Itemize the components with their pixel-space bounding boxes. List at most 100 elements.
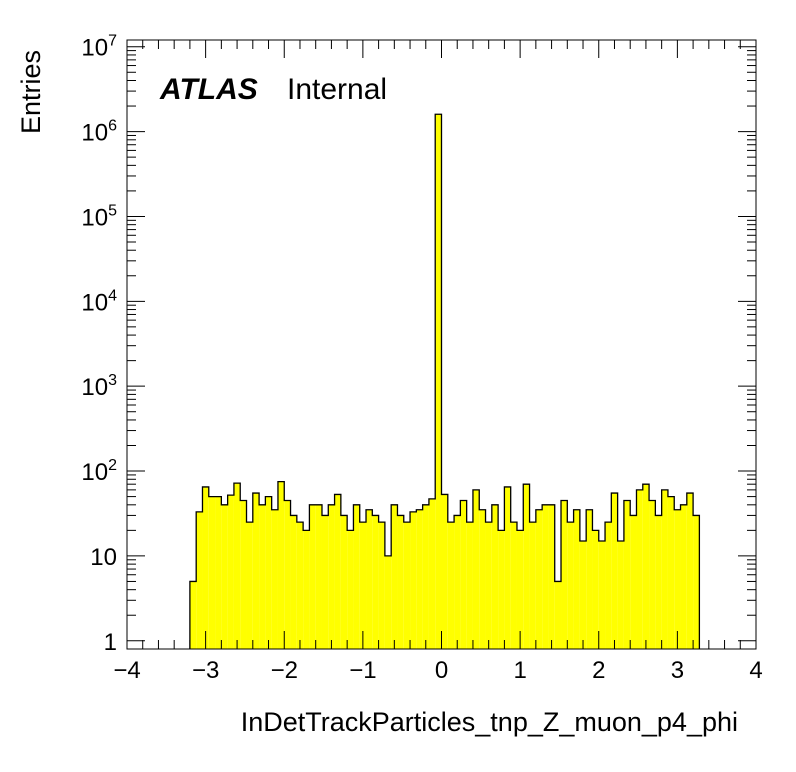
histogram-bar <box>309 504 316 649</box>
histogram-bar <box>485 522 492 649</box>
y-tick-labels: 1 10 102 103 104 105 106 107 <box>81 33 117 656</box>
histogram-bar <box>548 504 555 649</box>
histogram-bar <box>259 504 266 649</box>
x-tick-label: −3 <box>192 657 219 684</box>
y-tick-label: 106 <box>81 118 117 147</box>
histogram-bar <box>561 500 568 649</box>
histogram-bar <box>623 500 631 649</box>
histogram-bar <box>655 515 662 649</box>
x-tick-label: 1 <box>513 657 526 684</box>
histogram-bar <box>529 522 536 649</box>
plot-frame <box>126 39 757 650</box>
y-tick-label: 103 <box>81 372 117 401</box>
histogram-bar <box>328 504 335 649</box>
histogram-bar <box>340 515 348 649</box>
histogram-bar <box>554 581 562 649</box>
y-axis-title: Entries <box>16 50 46 134</box>
histogram-bar <box>567 522 574 649</box>
histogram-bar <box>642 484 650 649</box>
histogram-bar <box>674 509 681 649</box>
histogram-bar <box>460 500 467 649</box>
histogram-bar <box>630 515 637 649</box>
histogram-bar <box>498 530 505 649</box>
histogram-bar <box>611 493 618 649</box>
x-tick-label: 0 <box>435 657 448 684</box>
axis-ticks <box>126 40 757 649</box>
histogram-bar <box>321 515 329 649</box>
histogram-bar <box>315 504 322 649</box>
histogram-bar <box>353 504 360 649</box>
histogram-bar <box>334 494 341 649</box>
histogram-bar <box>693 515 700 649</box>
histogram-bar <box>366 509 373 649</box>
histogram-bar <box>277 481 285 649</box>
histogram-bars <box>189 113 701 649</box>
y-tick-label: 104 <box>81 287 117 316</box>
histogram-bar <box>252 493 260 649</box>
histogram-bar <box>202 486 209 649</box>
y-tick-label: 105 <box>81 202 117 231</box>
histogram-bar <box>221 504 228 649</box>
internal-label: Internal <box>287 73 387 106</box>
x-axis-title: InDetTrackParticles_tnp_Z_muon_p4_phi <box>241 707 738 737</box>
histogram-bar <box>384 555 392 649</box>
histogram-bar <box>466 522 473 649</box>
histogram-bar <box>605 522 612 649</box>
histogram-bar <box>542 504 549 649</box>
y-tick-label: 107 <box>81 33 117 62</box>
x-tick-label: −1 <box>349 657 376 684</box>
histogram-bar <box>686 493 694 649</box>
histogram-bar <box>661 489 668 649</box>
histogram-bar <box>435 114 442 649</box>
histogram-bar <box>573 509 580 649</box>
histogram-bar <box>397 515 404 649</box>
histogram-bar <box>290 515 297 649</box>
x-tick-label: 2 <box>592 657 605 684</box>
histogram-bar <box>410 511 417 649</box>
histogram-bar <box>592 530 599 649</box>
histogram-bar <box>227 495 234 649</box>
atlas-label: ATLAS <box>159 73 258 106</box>
histogram-bar <box>359 522 367 649</box>
histogram-bar <box>586 509 593 649</box>
histogram-bar <box>680 504 687 649</box>
histogram-bar <box>372 515 379 649</box>
histogram-bar <box>598 540 606 649</box>
histogram-bar <box>296 522 304 649</box>
histogram-bar <box>416 509 423 649</box>
histogram-bar <box>208 496 216 649</box>
x-tick-label: −2 <box>271 657 298 684</box>
histogram-bar <box>579 540 587 649</box>
histogram-bar <box>265 496 272 649</box>
histogram-bar <box>667 496 675 649</box>
histogram-bar <box>215 496 222 649</box>
histogram-bar <box>454 515 461 649</box>
histogram-bar <box>271 509 278 649</box>
histogram-outline <box>189 113 701 649</box>
histogram-bar <box>196 511 203 649</box>
histogram-bar <box>516 530 524 649</box>
histogram-bar <box>422 504 429 649</box>
histogram-bar <box>523 484 530 649</box>
histogram-bar <box>535 509 543 649</box>
histogram-bar <box>240 500 247 649</box>
histogram-bar <box>347 530 354 649</box>
histogram-bar <box>403 522 411 649</box>
histogram-bar <box>649 500 656 649</box>
histogram-bar <box>472 489 480 649</box>
histogram-bar <box>189 581 197 649</box>
y-tick-label: 10 <box>90 544 117 571</box>
y-tick-label: 102 <box>81 457 117 486</box>
histogram-bar <box>233 483 241 649</box>
histogram-bar <box>391 504 398 649</box>
histogram-bar <box>636 489 643 649</box>
x-tick-labels: −4 −3 −2 −1 0 1 2 3 4 <box>113 657 762 684</box>
histogram-bar <box>246 522 253 649</box>
histogram-bar <box>378 522 385 649</box>
histogram-bar <box>428 498 436 649</box>
x-tick-label: −4 <box>113 657 140 684</box>
histogram-bar <box>284 500 291 649</box>
histogram-bar <box>491 504 499 649</box>
histogram-bar <box>504 486 511 649</box>
